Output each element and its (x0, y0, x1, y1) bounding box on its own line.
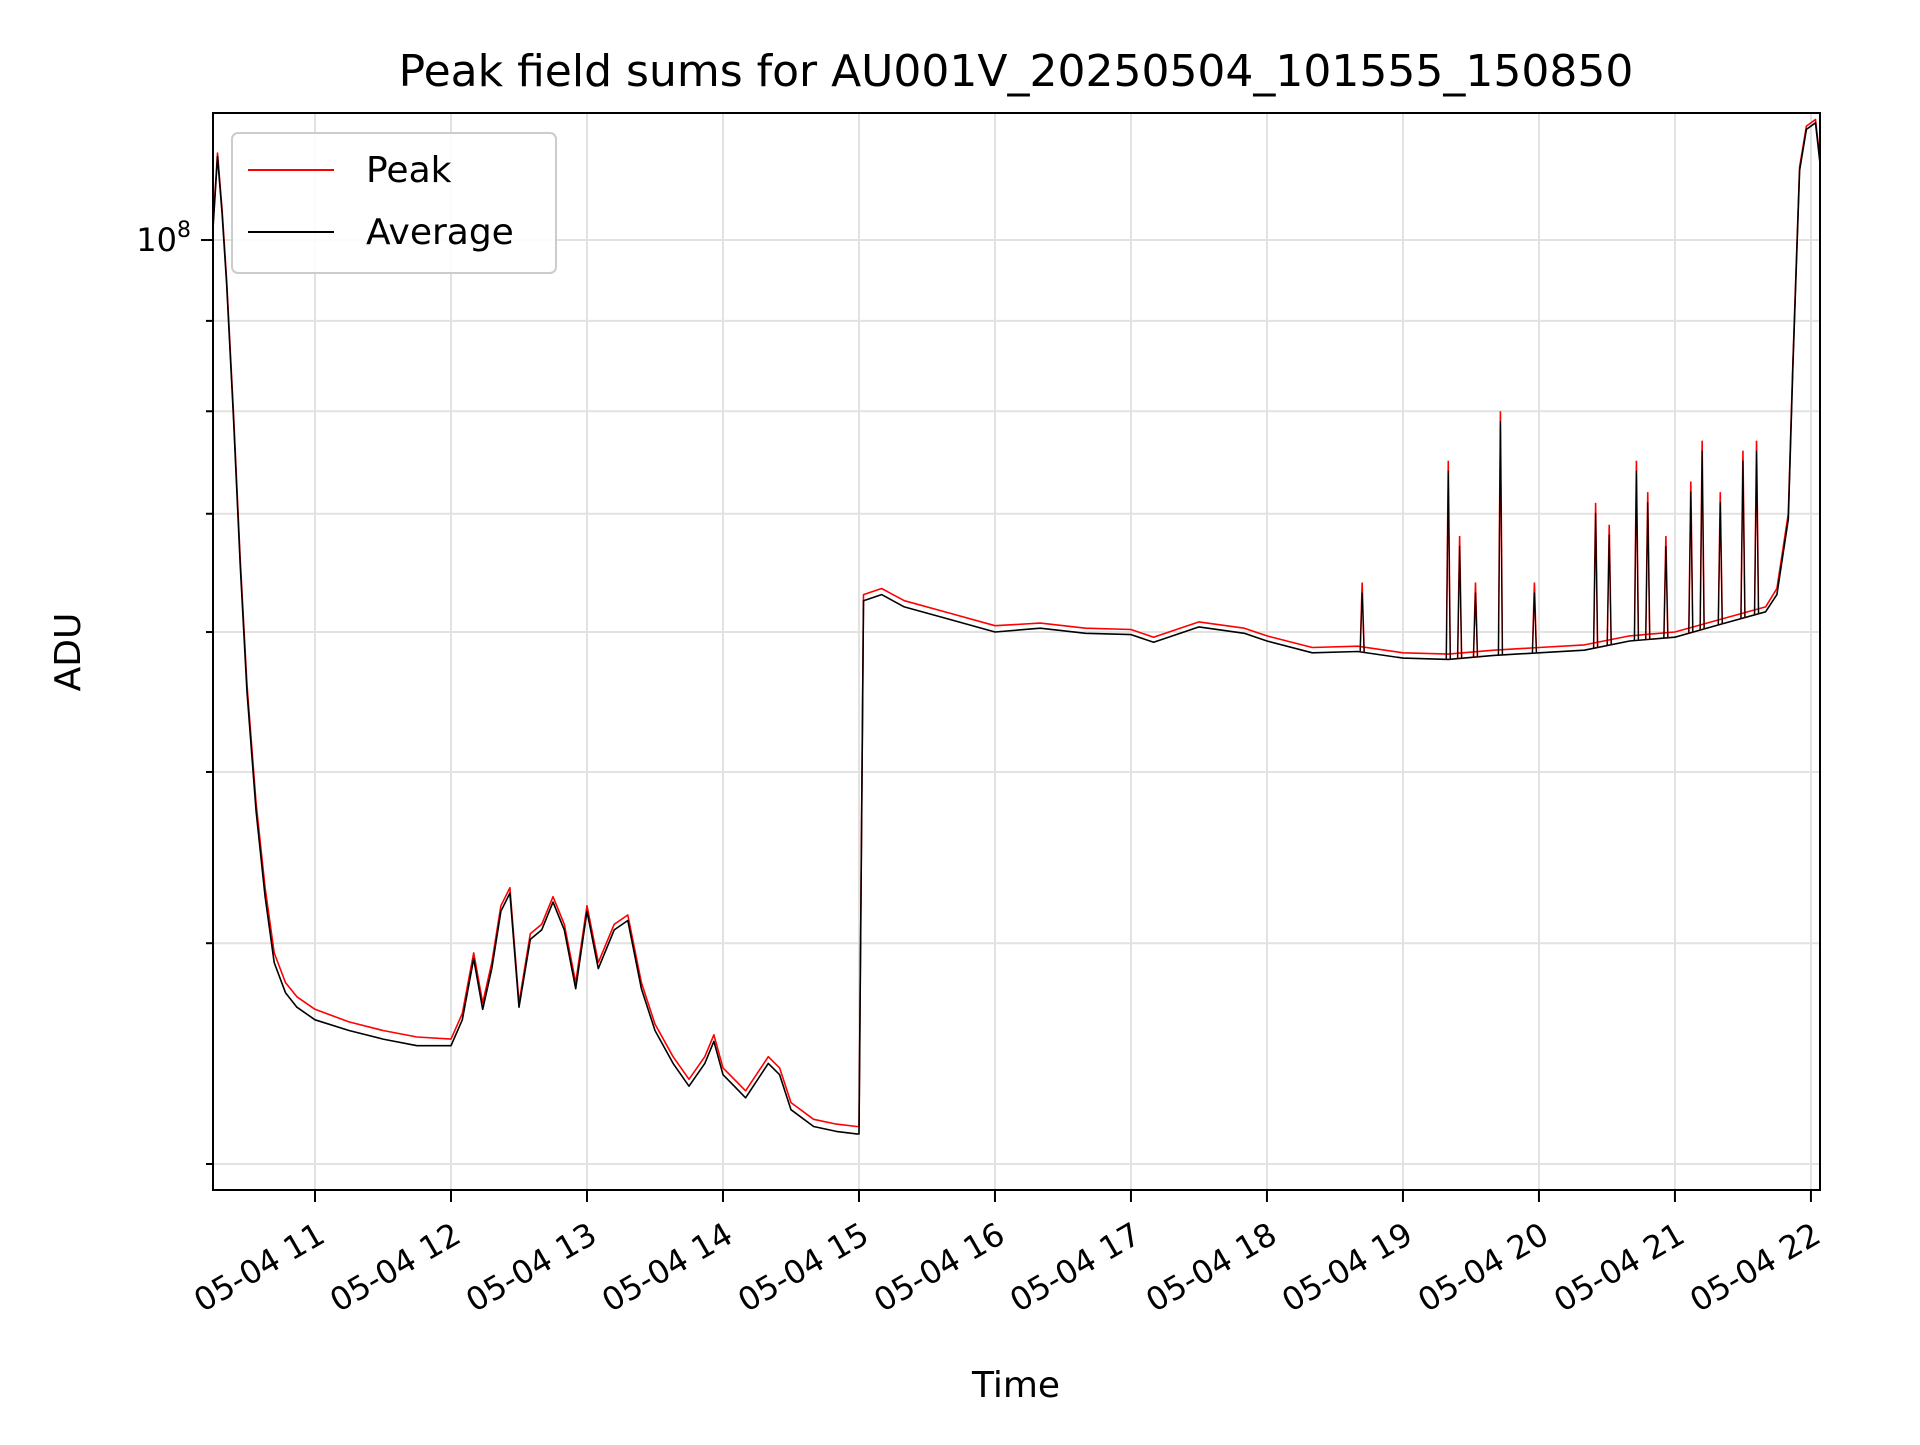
chart-title: Peak field sums for AU001V_20250504_1015… (399, 46, 1634, 97)
y-axis-label: ADU (48, 613, 89, 692)
spike-average (1688, 491, 1694, 633)
spike-average (1472, 592, 1479, 658)
series-line-average (212, 122, 1821, 1135)
spike-average (1457, 545, 1463, 659)
series-layer (212, 118, 1821, 1135)
spike-average (1445, 470, 1451, 660)
spike-average (1531, 592, 1538, 654)
spike-average (1497, 421, 1504, 656)
series-line-peak (212, 118, 1821, 1128)
x-axis-label: Time (971, 1365, 1060, 1406)
grid (213, 113, 1820, 1190)
spike-average (1663, 545, 1669, 638)
spike-average (1633, 470, 1640, 641)
spike-average (1359, 592, 1365, 653)
y-tick-label: 108 (136, 218, 191, 259)
spike-average (1606, 534, 1612, 646)
legend-box (231, 132, 557, 274)
legend-label-peak: Peak (366, 150, 452, 191)
spike-average (1740, 460, 1746, 619)
plot-frame (212, 112, 1821, 1191)
spike-average (1717, 502, 1723, 625)
spike-average (1645, 502, 1651, 640)
spike-average (1593, 512, 1599, 648)
legend-label-average: Average (366, 212, 514, 253)
spike-average (1699, 450, 1705, 630)
legend: Peak Average (231, 132, 557, 274)
spike-average (1753, 450, 1760, 615)
